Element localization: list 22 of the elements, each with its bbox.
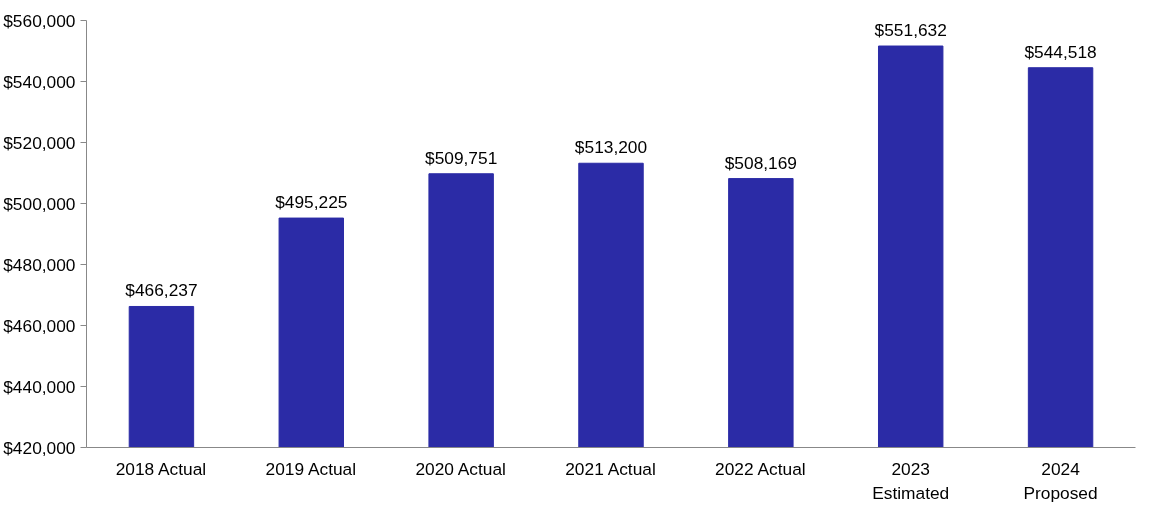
y-tick-label: $480,000	[3, 254, 76, 275]
data-label: $544,518	[1024, 41, 1097, 62]
y-tick-label: $420,000	[3, 437, 76, 458]
x-tick-label: 2023 Estimated	[872, 458, 950, 503]
x-tick-label: 2020 Actual	[415, 458, 506, 479]
y-tick-label: $540,000	[3, 71, 76, 92]
data-label: $551,632	[874, 20, 947, 41]
x-tick-label: 2018 Actual	[115, 458, 207, 479]
data-label: $509,751	[425, 147, 498, 168]
y-tick-label: $520,000	[3, 132, 76, 153]
data-label: $513,200	[574, 137, 648, 158]
x-tick-label: 2021 Actual	[565, 458, 656, 479]
data-label: $508,169	[724, 152, 797, 173]
x-tick-label: 2024 Proposed	[1023, 458, 1098, 503]
y-tick-label: $460,000	[3, 315, 76, 336]
y-tick-label: $500,000	[3, 193, 76, 214]
data-label: $495,225	[275, 192, 348, 213]
x-tick-label: 2022 Actual	[715, 458, 806, 479]
y-tick-label: $560,000	[3, 10, 76, 31]
data-label: $466,237	[125, 280, 198, 301]
x-tick-label: 2019 Actual	[265, 458, 357, 479]
y-tick-label: $440,000	[3, 376, 76, 397]
